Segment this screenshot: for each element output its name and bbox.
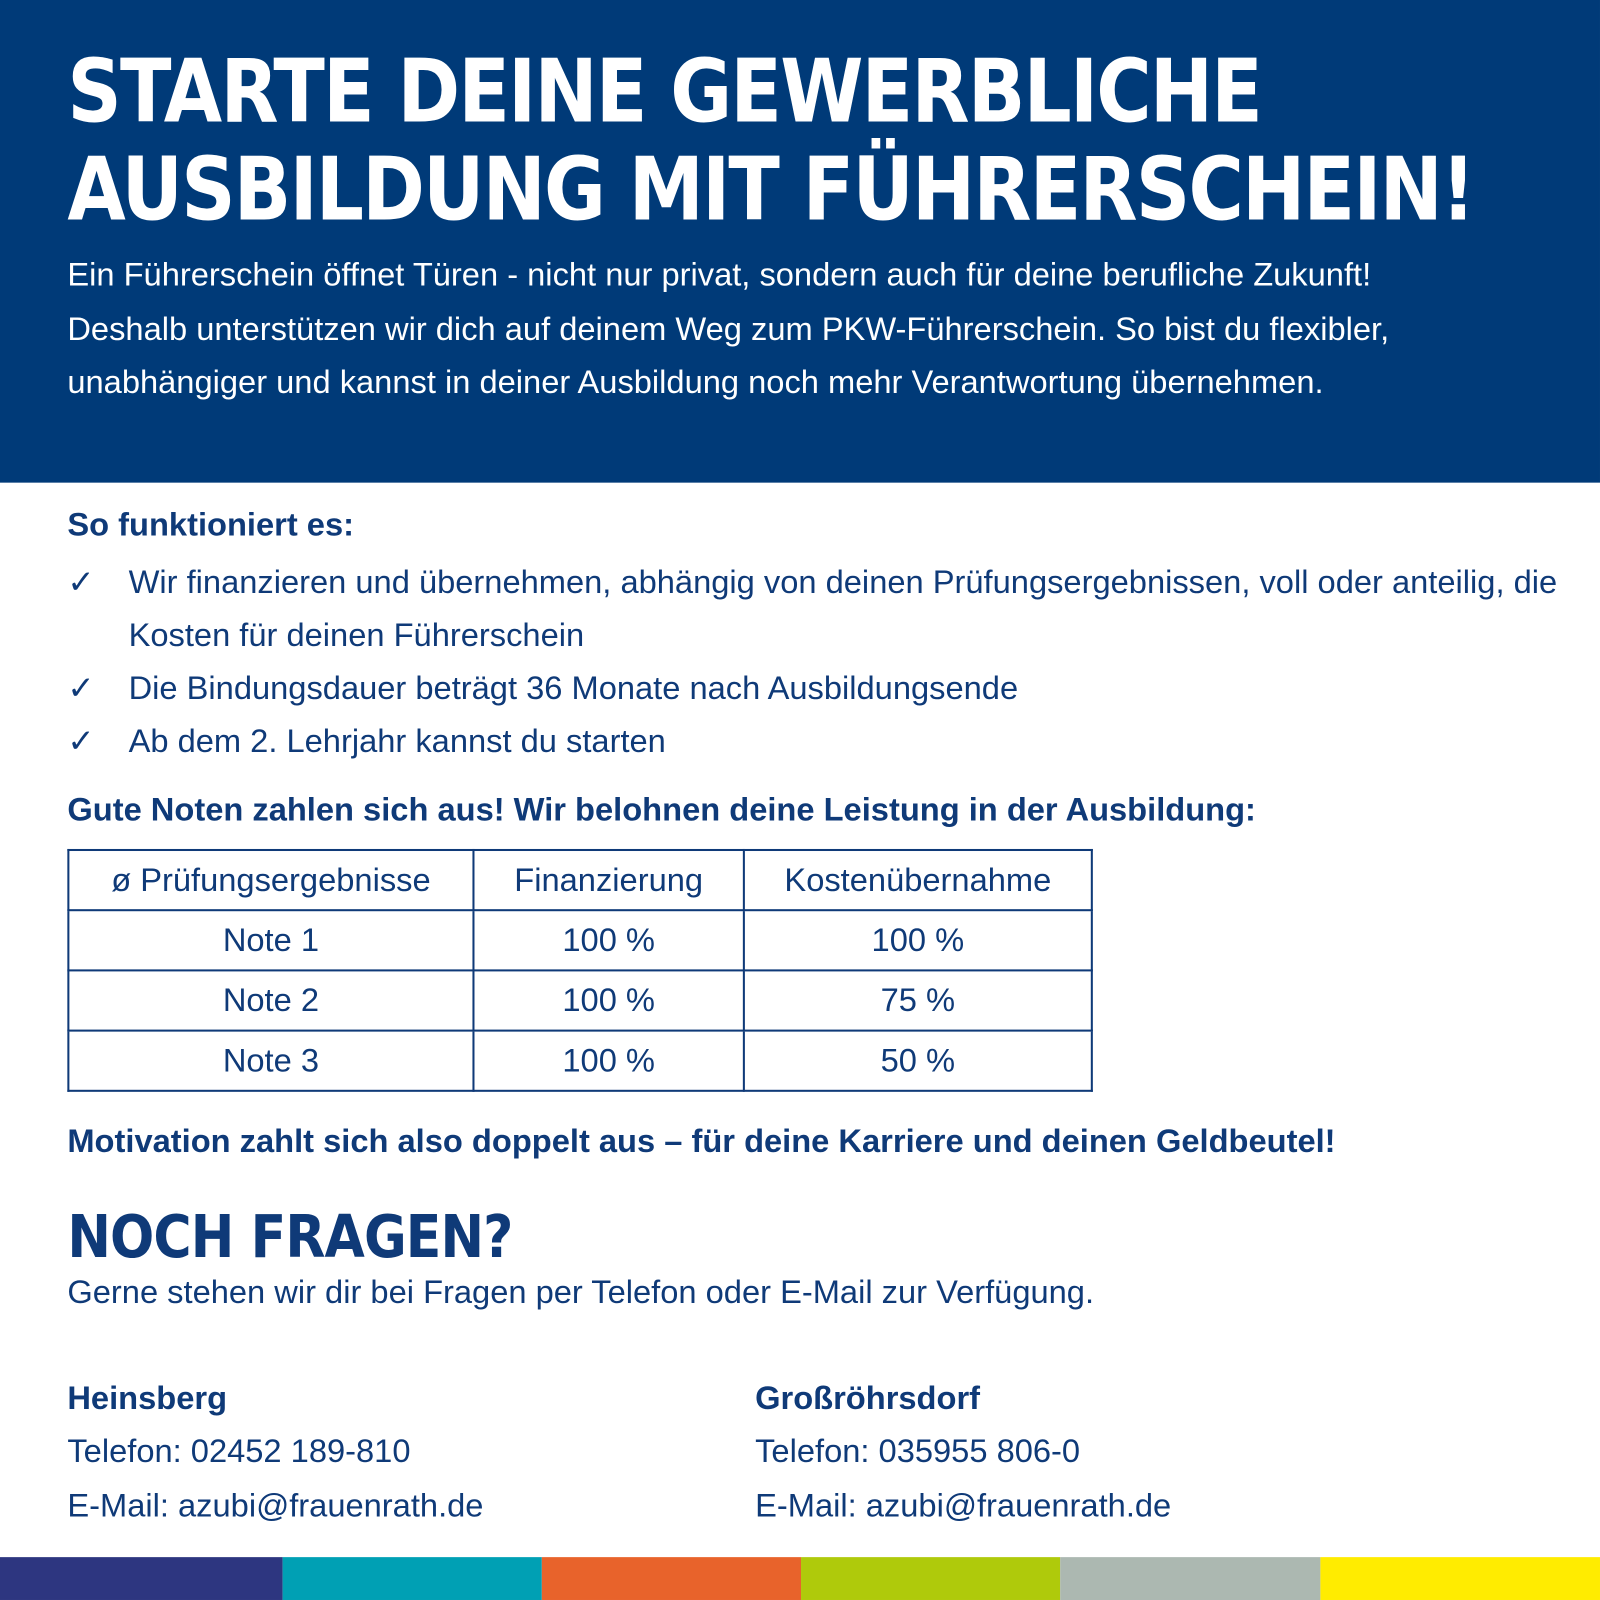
color-stripe <box>541 1557 802 1600</box>
cell: 100 % <box>472 969 745 1032</box>
cell: 50 % <box>742 1029 1093 1092</box>
list-item: ✓ Die Bindungsdauer beträgt 36 Monate nac… <box>67 661 1600 714</box>
list-item-text: Ab dem 2. Lehrjahr kannst du starten <box>128 722 666 760</box>
color-stripe <box>801 1557 1061 1600</box>
color-stripe <box>0 1557 283 1600</box>
cell: 100 % <box>472 1029 745 1092</box>
title-line-2: Ausbildung mit Führerschein! <box>67 138 1475 241</box>
table-row: Note 3 100 % 50 % <box>67 1029 1093 1092</box>
check-icon: ✓ <box>67 669 95 707</box>
cell: 100 % <box>742 909 1093 972</box>
contact-text: Gerne stehen wir dir bei Fragen per Tele… <box>67 1273 1095 1311</box>
title-line-1: Starte deine gewerbliche <box>67 40 1263 143</box>
grades-heading: Gute Noten zahlen sich aus! Wir belohnen… <box>67 790 1256 828</box>
color-stripe <box>1320 1557 1600 1600</box>
check-icon: ✓ <box>67 563 95 600</box>
location-name: Großröhrsdorf <box>755 1379 981 1417</box>
color-stripe <box>1060 1557 1321 1600</box>
cell: 75 % <box>742 969 1093 1032</box>
table-row: Note 1 100 % 100 % <box>67 909 1093 972</box>
table-row: Note 2 100 % 75 % <box>67 969 1093 1032</box>
check-icon: ✓ <box>67 722 95 760</box>
list-item-text: Die Bindungsdauer beträgt 36 Monate nach… <box>128 669 1019 707</box>
intro-text: Ein Führerschein öffnet Türen - nicht nu… <box>67 256 1390 400</box>
phone[interactable]: Telefon: 035955 806-0 <box>755 1432 1081 1470</box>
location-name: Heinsberg <box>67 1379 228 1417</box>
table-header: ø Prüfungsergebnisse Finanzierung Kosten… <box>67 848 1093 912</box>
motivation-text: Motivation zahlt sich also doppelt aus –… <box>67 1122 1336 1160</box>
list-item-text: Wir finanzieren und übernehmen, abhängig… <box>128 563 1558 654</box>
cell: Note 3 <box>67 1029 475 1092</box>
color-stripe <box>282 1557 542 1600</box>
cell: Note 2 <box>67 969 475 1032</box>
column-header: ø Prüfungsergebnisse <box>67 848 475 912</box>
contact-heading-text: Noch Fragen? <box>67 1202 513 1272</box>
cell: Note 1 <box>67 909 475 972</box>
email[interactable]: E-Mail: azubi@frauenrath.de <box>755 1486 1172 1524</box>
how-heading: So funktioniert es: <box>67 506 354 543</box>
page-title: Starte deine gewerbliche Ausbildung mit … <box>67 40 1475 241</box>
grades-table: ø Prüfungsergebnisse Finanzierung Kosten… <box>67 848 1093 1092</box>
list-item: ✓ Wir finanzieren und übernehmen, abhängi… <box>67 555 1600 661</box>
list-item: ✓ Ab dem 2. Lehrjahr kannst du starten <box>67 714 1600 767</box>
benefit-list: ✓ Wir finanzieren und übernehmen, abhängi… <box>67 555 1600 767</box>
phone[interactable]: Telefon: 02452 189-810 <box>67 1432 411 1470</box>
column-header: Kostenübernahme <box>742 848 1093 912</box>
header-banner: Starte deine gewerbliche Ausbildung mit … <box>0 0 1600 483</box>
column-header: Finanzierung <box>472 848 745 912</box>
email[interactable]: E-Mail: azubi@frauenrath.de <box>67 1486 484 1524</box>
contact-heading: Noch Fragen? <box>67 1202 513 1272</box>
cell: 100 % <box>472 909 745 972</box>
